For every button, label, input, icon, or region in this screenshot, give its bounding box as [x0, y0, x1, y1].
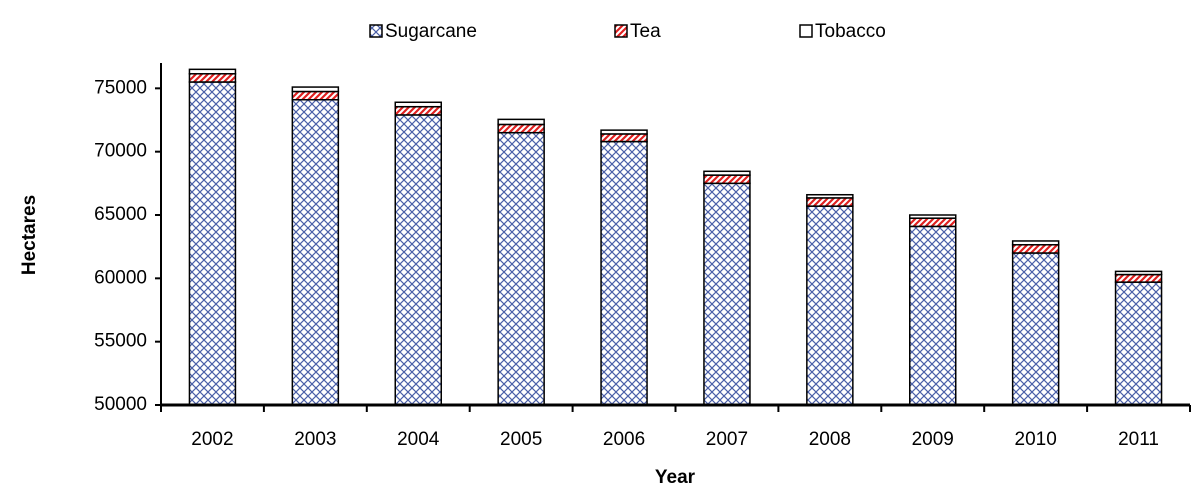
bar-segment [1114, 273, 1163, 283]
bar-segment [909, 214, 957, 219]
bar-segment [1011, 244, 1060, 254]
bar-segment [909, 225, 957, 406]
legend-swatch [614, 24, 628, 38]
legend-swatch [369, 24, 383, 38]
bar-segment [703, 182, 751, 406]
x-axis-title: Year [655, 467, 696, 488]
bar-segment [600, 133, 648, 143]
bar-segment [806, 205, 854, 406]
y-tick-label: 55000 [94, 331, 147, 352]
bar-segment [291, 86, 340, 93]
x-tick-label: 2003 [294, 429, 336, 450]
legend-label: Tobacco [815, 21, 886, 42]
x-tick-label: 2011 [1118, 429, 1159, 450]
bar-segment [806, 197, 854, 207]
y-axis-title: Hectares [19, 195, 40, 275]
y-tick-label: 60000 [94, 267, 147, 288]
bar-segment [394, 101, 442, 108]
x-tick-label: 2010 [1015, 429, 1057, 450]
bar-segment [909, 217, 957, 228]
y-tick-label: 65000 [94, 204, 147, 225]
bar-segment [497, 118, 545, 126]
x-tick-label: 2008 [809, 429, 851, 450]
bar-segment [394, 105, 442, 116]
bar-segment [1114, 270, 1163, 276]
bar-segment [188, 81, 237, 406]
bar-segment [1114, 281, 1163, 406]
x-tick-label: 2002 [191, 429, 233, 450]
x-tick-label: 2006 [603, 429, 645, 450]
bar-segment [394, 114, 442, 406]
bar-segment [703, 174, 751, 185]
bar-segment [600, 140, 648, 406]
bar-segment [497, 131, 545, 406]
y-tick-label: 50000 [94, 394, 147, 415]
bar-segment [703, 170, 751, 176]
y-tick-label: 75000 [94, 77, 147, 98]
bar-segment [188, 68, 237, 75]
x-tick-label: 2009 [912, 429, 954, 450]
x-tick-label: 2004 [397, 429, 440, 450]
x-tick-label: 2005 [500, 429, 542, 450]
y-tick-label: 70000 [94, 141, 147, 162]
bar-segment [600, 129, 648, 135]
bar-segment [291, 98, 340, 406]
legend-swatch [799, 24, 813, 38]
legend-label: Tea [630, 21, 661, 42]
bar-segment [806, 193, 854, 199]
bar-segment [188, 73, 237, 83]
bar-segment [1011, 252, 1060, 406]
bar-segment [291, 90, 340, 101]
bar-segment [1011, 240, 1060, 246]
legend-label: Sugarcane [385, 21, 477, 42]
x-tick-label: 2007 [706, 429, 748, 450]
bar-segment [497, 123, 545, 134]
